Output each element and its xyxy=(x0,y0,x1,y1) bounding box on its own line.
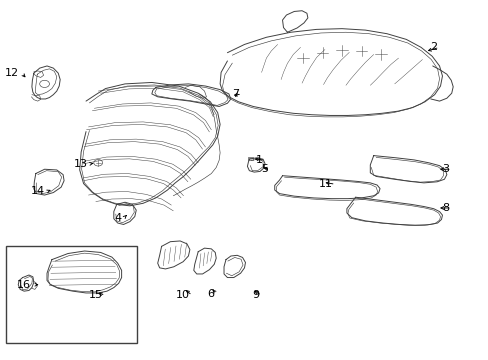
Text: 1: 1 xyxy=(256,155,263,165)
Text: 4: 4 xyxy=(114,213,122,222)
Text: 10: 10 xyxy=(176,291,189,301)
Text: 5: 5 xyxy=(261,164,267,174)
Text: 13: 13 xyxy=(73,159,87,169)
Text: 12: 12 xyxy=(5,68,19,78)
Text: 8: 8 xyxy=(441,203,448,213)
Bar xyxy=(248,157,253,160)
Text: 11: 11 xyxy=(319,179,332,189)
Text: 16: 16 xyxy=(17,280,31,290)
Text: 15: 15 xyxy=(89,291,103,301)
Text: 9: 9 xyxy=(251,291,259,301)
Text: 14: 14 xyxy=(30,186,44,197)
Text: 7: 7 xyxy=(232,89,239,99)
Text: 2: 2 xyxy=(429,42,436,52)
Bar xyxy=(5,246,137,343)
Text: 3: 3 xyxy=(441,164,448,174)
Text: 6: 6 xyxy=(207,289,214,299)
